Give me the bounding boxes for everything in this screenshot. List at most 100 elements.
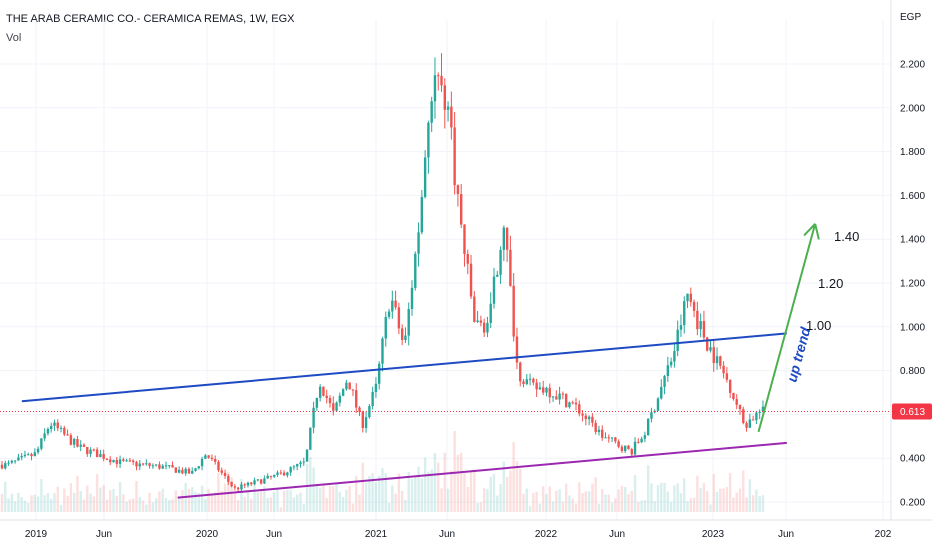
- volume-bar: [53, 492, 56, 512]
- volume-bar: [368, 476, 371, 512]
- volume-indicator-label[interactable]: Vol: [6, 32, 22, 44]
- candle: [158, 461, 161, 470]
- y-tick-label: 1.200: [900, 279, 925, 290]
- volume-bar: [63, 488, 66, 512]
- candle: [177, 466, 181, 474]
- volume-bar: [318, 487, 322, 512]
- candle: [555, 390, 558, 400]
- candle: [660, 379, 663, 400]
- candle: [558, 386, 561, 405]
- x-tick-label: Jun: [266, 529, 282, 540]
- candle: [200, 456, 204, 471]
- volume-bar: [604, 494, 607, 512]
- volume-bar: [453, 431, 456, 512]
- candle: [463, 224, 466, 267]
- target-label: 1.00: [806, 318, 831, 333]
- volume-bar: [355, 476, 358, 512]
- candle: [410, 280, 414, 316]
- volume-bar: [761, 495, 765, 512]
- volume-bar: [620, 485, 624, 512]
- candle: [591, 413, 594, 427]
- candle: [76, 435, 79, 448]
- volume-bar: [610, 502, 614, 512]
- volume-bar: [145, 504, 148, 512]
- candle: [637, 438, 640, 444]
- x-tick-label: Jun: [609, 529, 625, 540]
- candle: [702, 310, 706, 342]
- candle: [656, 397, 660, 412]
- volume-bar: [4, 481, 7, 512]
- candle: [568, 401, 571, 409]
- x-tick-label: 2021: [365, 529, 388, 540]
- candle: [194, 467, 197, 472]
- volume-bar: [594, 477, 597, 512]
- volume-bar: [59, 504, 63, 512]
- candle: [407, 302, 410, 346]
- candle: [53, 419, 56, 432]
- volume-bar: [220, 490, 223, 512]
- price-axis[interactable]: EGP 0.2000.4000.6000.8001.0001.2001.4001…: [890, 0, 932, 520]
- candle: [214, 455, 217, 465]
- target-label: 1.20: [818, 276, 843, 291]
- candle: [118, 455, 122, 468]
- volume-bar: [76, 475, 79, 512]
- candle: [338, 392, 342, 407]
- candle: [204, 453, 207, 459]
- candle: [132, 459, 135, 466]
- volume-bar: [728, 472, 732, 512]
- volume-bar: [197, 493, 200, 512]
- volume-bar: [706, 491, 709, 512]
- candle: [676, 320, 679, 357]
- upper-trendline[interactable]: [21, 332, 787, 403]
- candle: [145, 459, 148, 466]
- candle: [738, 404, 742, 415]
- volume-bar: [564, 483, 568, 512]
- candle: [722, 361, 725, 379]
- candle: [496, 270, 499, 278]
- volume-bar: [223, 483, 227, 512]
- volume-bar: [551, 501, 555, 512]
- volume-bar: [181, 490, 184, 512]
- volume-bar: [86, 485, 89, 512]
- volume-bar: [253, 484, 256, 512]
- candle: [302, 457, 305, 466]
- volume-bar: [394, 493, 397, 512]
- candle: [151, 463, 155, 469]
- time-axis[interactable]: 2019 Jun 2020 Jun 2021 Jun 2022 Jun 2023 Jun 202: [0, 519, 932, 540]
- candle: [335, 401, 338, 412]
- candle: [184, 467, 187, 476]
- volume-bar: [263, 486, 266, 512]
- candle: [40, 438, 43, 451]
- up-trend-arrow[interactable]: [757, 223, 820, 433]
- volume-bar: [315, 483, 319, 512]
- volume-bar: [482, 488, 486, 512]
- arrow-shaft: [757, 223, 817, 433]
- y-tick-label: 1.400: [900, 235, 925, 246]
- candle: [686, 293, 689, 309]
- candle: [30, 452, 33, 461]
- candle: [220, 467, 223, 476]
- x-tick-label: 2020: [196, 529, 219, 540]
- volume-bar: [545, 494, 548, 512]
- volume-bar: [233, 491, 237, 512]
- candle: [446, 101, 450, 122]
- volume-bar: [519, 468, 522, 512]
- volume-bar: [151, 502, 155, 512]
- volume-bar: [210, 493, 214, 512]
- volume-bar: [722, 488, 725, 512]
- candle: [515, 327, 519, 370]
- candle: [443, 78, 446, 129]
- volume-bar: [102, 485, 105, 512]
- volume-bar: [683, 478, 686, 512]
- volume-bar: [450, 470, 453, 512]
- volume-bar: [194, 491, 197, 512]
- volume-bar: [299, 492, 302, 512]
- candle: [728, 379, 732, 399]
- lower-trendline[interactable]: [177, 441, 787, 499]
- candle: [551, 395, 555, 402]
- candle: [102, 449, 105, 462]
- volume-bar: [676, 483, 679, 512]
- candle: [63, 425, 66, 437]
- volume-bar: [187, 488, 191, 512]
